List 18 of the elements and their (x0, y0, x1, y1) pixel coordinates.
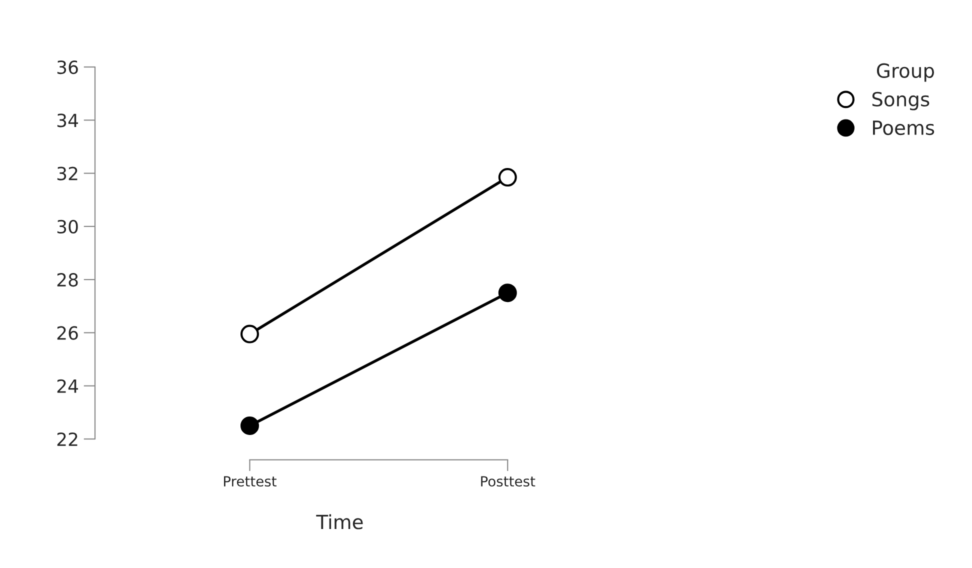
y-tick-label: 22 (57, 432, 78, 446)
y-tick-label: 36 (57, 60, 78, 74)
point (498, 168, 517, 187)
y-tick-label: 28 (57, 273, 78, 287)
y-tick-label: 26 (57, 326, 78, 340)
legend-label: Poems (873, 120, 934, 136)
point (240, 416, 259, 435)
x-axis-title: Time (316, 514, 363, 530)
y-tick-label: 32 (57, 166, 78, 180)
y-tick-label: 30 (57, 220, 78, 234)
x-tick-label: Prettest (224, 476, 276, 487)
y-tick-label: 34 (57, 114, 78, 128)
point (240, 324, 259, 344)
legend-title: Group (876, 63, 934, 82)
x-tick-label: Posttest (481, 476, 536, 487)
y-tick-label: 24 (57, 379, 78, 393)
legend-label: Songs (872, 92, 930, 110)
point (498, 284, 517, 302)
